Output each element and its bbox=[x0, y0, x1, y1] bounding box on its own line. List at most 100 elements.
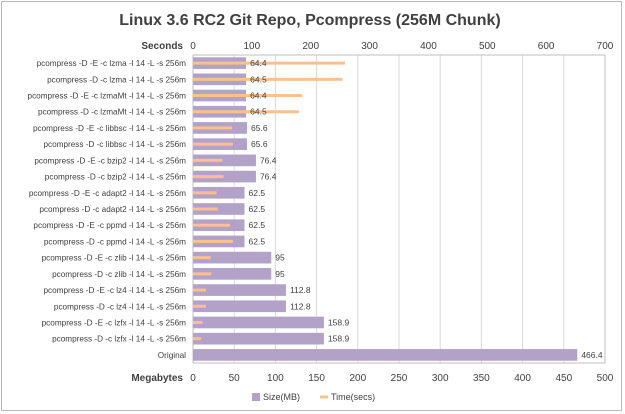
size-data-label: 95 bbox=[275, 269, 285, 279]
time-bar bbox=[193, 223, 231, 227]
size-data-label: 64.5 bbox=[250, 107, 267, 117]
time-bar bbox=[193, 337, 202, 341]
bottom-tick-label: 350 bbox=[473, 373, 490, 384]
time-bar bbox=[193, 175, 224, 179]
category-label: pcompress -D -c lzfx -l 14 -L -s 256m bbox=[52, 335, 186, 344]
size-bar bbox=[193, 349, 578, 361]
size-bar bbox=[193, 284, 286, 296]
bottom-tick-label: 300 bbox=[432, 373, 449, 384]
category-label: pcompress -D -c bzip2 -l 14 -L -s 256m bbox=[45, 173, 186, 182]
size-data-label: 76.4 bbox=[260, 172, 277, 182]
category-label: pcompress -D -E -c ppmd -l 14 -L -s 256m bbox=[33, 221, 186, 230]
bottom-tick-label: 100 bbox=[267, 373, 284, 384]
size-data-label: 64.4 bbox=[250, 58, 267, 68]
time-bar bbox=[193, 110, 299, 114]
category-label: pcompress -D -E -c adapt2 -l 14 -L -s 25… bbox=[29, 189, 186, 198]
top-tick-label: 300 bbox=[361, 41, 378, 52]
category-label: pcompress -D -E -c bzip2 -l 14 -L -s 256… bbox=[34, 156, 186, 165]
category-label: pcompress -D -c lzma -l 14 -L -s 256m bbox=[47, 75, 186, 84]
legend: Size(MB) Time(secs) bbox=[252, 392, 375, 402]
size-data-label: 466.4 bbox=[581, 350, 603, 360]
top-axis-title: Seconds bbox=[141, 41, 183, 52]
category-label: pcompress -D -c adapt2 -l 14 -L -s 256m bbox=[39, 205, 186, 214]
bottom-tick-label: 250 bbox=[391, 373, 408, 384]
size-data-label: 76.4 bbox=[260, 155, 277, 165]
category-label: pcompress -D -c libbsc -l 14 -L -s 256m bbox=[43, 140, 186, 149]
bottom-tick-label: 0 bbox=[190, 373, 196, 384]
size-bar bbox=[193, 154, 256, 167]
category-label: pcompress -D -c zlib -l 14 -L -s 256m bbox=[52, 270, 186, 279]
size-data-label: 62.5 bbox=[249, 220, 266, 230]
time-bar bbox=[193, 94, 302, 98]
size-bar bbox=[193, 170, 256, 183]
time-series bbox=[193, 61, 345, 341]
size-bar bbox=[193, 251, 272, 264]
time-bar bbox=[193, 142, 234, 146]
size-bar bbox=[193, 186, 245, 199]
bottom-tick-label: 50 bbox=[229, 373, 241, 384]
category-label: Original bbox=[158, 351, 186, 360]
time-bar bbox=[193, 207, 218, 211]
time-bar bbox=[193, 191, 217, 195]
size-data-label: 112.8 bbox=[290, 285, 311, 295]
category-label: pcompress -D -c lzmaMt -l 14 -L -s 256m bbox=[38, 108, 186, 117]
time-bar bbox=[193, 256, 211, 260]
time-bar bbox=[193, 304, 206, 308]
time-bar bbox=[193, 272, 212, 276]
size-bar bbox=[193, 300, 286, 313]
category-labels: pcompress -D -E -c lzma -l 14 -L -s 256m… bbox=[28, 59, 187, 360]
size-data-label: 65.6 bbox=[251, 139, 268, 149]
time-bar bbox=[193, 239, 234, 243]
size-data-label: 64.4 bbox=[250, 91, 267, 101]
top-tick-label: 400 bbox=[420, 41, 437, 52]
legend-label: Size(MB) bbox=[263, 392, 300, 402]
category-label: pcompress -D -E -c lzmaMt -l 14 -L -s 25… bbox=[28, 92, 187, 101]
category-label: pcompress -D -c lz4 -l 14 -L -s 256m bbox=[54, 302, 186, 311]
top-tick-label: 100 bbox=[244, 41, 261, 52]
time-bar bbox=[193, 158, 223, 162]
legend-label: Time(secs) bbox=[331, 392, 375, 402]
top-tick-label: 0 bbox=[190, 41, 196, 52]
top-tick-label: 700 bbox=[597, 41, 614, 52]
size-bar bbox=[193, 332, 324, 345]
bottom-tick-label: 500 bbox=[597, 373, 614, 384]
legend-swatch bbox=[252, 393, 260, 401]
size-data-label: 95 bbox=[275, 253, 285, 263]
time-bar bbox=[193, 61, 345, 65]
size-data-label: 62.5 bbox=[249, 188, 266, 198]
size-bar bbox=[193, 316, 324, 329]
bottom-tick-label: 400 bbox=[514, 373, 531, 384]
size-bar bbox=[193, 268, 272, 280]
size-data-label: 158.9 bbox=[328, 334, 350, 344]
size-data-label: 62.5 bbox=[249, 204, 266, 214]
category-label: pcompress -D -E -c lzma -l 14 -L -s 256m bbox=[37, 59, 187, 68]
category-label: pcompress -D -E -c libbsc -l 14 -L -s 25… bbox=[33, 124, 186, 133]
bottom-tick-label: 150 bbox=[308, 373, 325, 384]
bottom-axis-title: Megabytes bbox=[131, 373, 183, 384]
bottom-tick-label: 200 bbox=[349, 373, 366, 384]
size-bar bbox=[193, 203, 245, 215]
data-labels: 64.4 64.5 64.4 64.5 65.6 65.6 76.4 76.4 62.5 62.5… bbox=[249, 58, 603, 360]
time-bar bbox=[193, 126, 232, 130]
bottom-tick-label: 450 bbox=[555, 373, 572, 384]
category-label: pcompress -D -E -c zlib -l 14 -L -s 256m bbox=[42, 254, 187, 263]
time-bar bbox=[193, 320, 203, 324]
legend-swatch bbox=[320, 395, 328, 399]
top-tick-label: 600 bbox=[538, 41, 555, 52]
category-label: pcompress -D -c ppmd -l 14 -L -s 256m bbox=[44, 237, 186, 246]
bottom-axis-ticks: 0 50 100 150 200 250 300 350 400 450 500 bbox=[190, 373, 614, 384]
top-tick-label: 200 bbox=[302, 41, 319, 52]
category-label: pcompress -D -E -c lz4 -l 14 -L -s 256m bbox=[43, 286, 186, 295]
category-label: pcompress -D -E -c lzfx -l 14 -L -s 256m bbox=[42, 318, 187, 327]
size-data-label: 64.5 bbox=[250, 74, 267, 84]
time-bar bbox=[193, 77, 343, 81]
top-tick-label: 500 bbox=[479, 41, 496, 52]
size-data-label: 158.9 bbox=[328, 317, 350, 327]
size-data-label: 62.5 bbox=[249, 236, 266, 246]
top-axis-ticks: 0 100 200 300 400 500 600 700 bbox=[190, 41, 614, 52]
chart-title: Linux 3.6 RC2 Git Repo, Pcompress (256M … bbox=[119, 12, 500, 29]
time-bar bbox=[193, 288, 206, 292]
size-data-label: 65.6 bbox=[251, 123, 268, 133]
size-data-label: 112.8 bbox=[290, 301, 311, 311]
